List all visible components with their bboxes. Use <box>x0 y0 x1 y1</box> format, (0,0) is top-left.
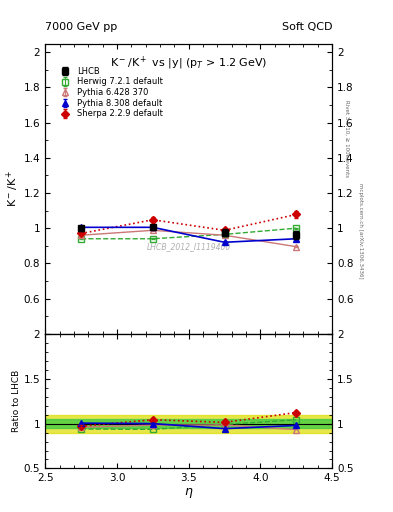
Text: Soft QCD: Soft QCD <box>282 22 332 32</box>
Y-axis label: K$^-$/K$^+$: K$^-$/K$^+$ <box>5 170 21 207</box>
Legend: LHCB, Herwig 7.2.1 default, Pythia 6.428 370, Pythia 8.308 default, Sherpa 2.2.9: LHCB, Herwig 7.2.1 default, Pythia 6.428… <box>55 65 164 120</box>
Text: K$^-$/K$^+$ vs |y| (p$_T$ > 1.2 GeV): K$^-$/K$^+$ vs |y| (p$_T$ > 1.2 GeV) <box>110 55 267 72</box>
Text: 7000 GeV pp: 7000 GeV pp <box>45 22 118 32</box>
Text: LHCB_2012_I1119400: LHCB_2012_I1119400 <box>147 242 231 251</box>
X-axis label: $\eta$: $\eta$ <box>184 486 193 500</box>
Y-axis label: Ratio to LHCB: Ratio to LHCB <box>12 370 21 432</box>
Text: mcplots.cern.ch [arXiv:1306.3436]: mcplots.cern.ch [arXiv:1306.3436] <box>358 183 363 278</box>
Text: Rivet 3.1.10, ≥ 100k events: Rivet 3.1.10, ≥ 100k events <box>344 100 349 177</box>
